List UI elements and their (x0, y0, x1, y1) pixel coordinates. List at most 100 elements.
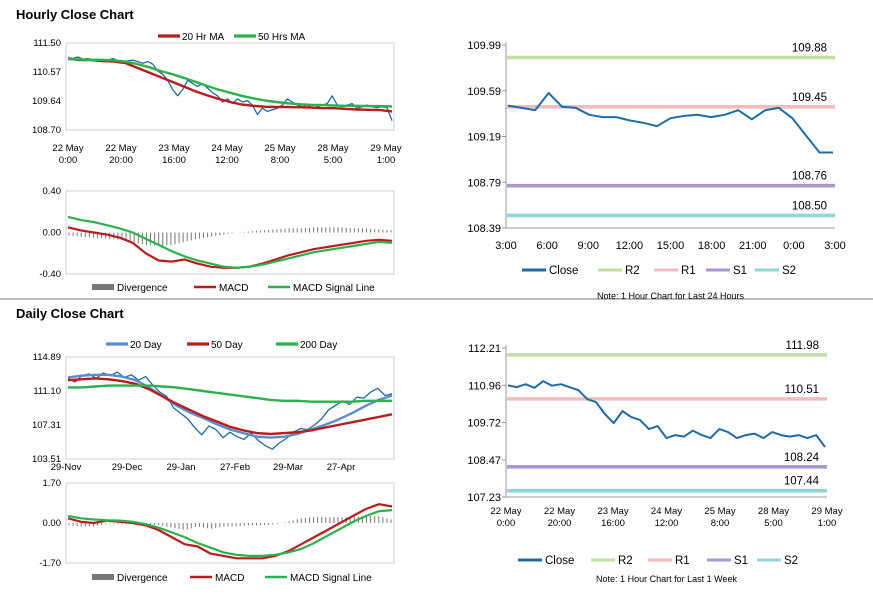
daily-price-x-tick: 29-Jan (166, 462, 195, 473)
daily-levels-x-tick: 28 May 5:00 (758, 506, 789, 529)
hourly-levels-x-tick: 15:00 (657, 240, 685, 252)
hourly-macd-y-tick: 0.00 (43, 228, 62, 239)
daily-price-y-tick: 114.89 (33, 352, 61, 363)
hourly-price-line-close (67, 56, 393, 121)
daily-levels-x-tick: 25 May 8:00 (704, 506, 735, 529)
daily-levels-legend-label: R1 (675, 555, 690, 567)
daily-price-y-tick: 107.31 (32, 420, 61, 431)
daily-levels-legend-label: S2 (784, 555, 798, 567)
hourly-price-x-tick: 28 May 5:00 (317, 143, 348, 166)
daily-price-y-tick: 111.10 (33, 386, 61, 397)
daily-price-line-20-day (67, 373, 393, 439)
hourly-levels-x-tick: 18:00 (698, 240, 726, 252)
hourly-levels-x-tick: 12:00 (616, 240, 644, 252)
daily-levels-y-tick: 109.72 (467, 418, 501, 430)
hourly-price-line-20-hr-ma (67, 57, 393, 113)
daily-levels-level-label-r2: 111.98 (786, 340, 819, 352)
hourly-price-legend-label: 20 Hr MA (182, 32, 225, 43)
daily-macd-legend-label: MACD Signal Line (290, 573, 372, 584)
hourly-price-plot-frame (65, 42, 395, 131)
daily-price-legend-label: 50 Day (211, 340, 243, 351)
daily-levels-level-label-s2: 107.44 (784, 476, 820, 488)
daily-levels-x-tick: 23 May 16:00 (597, 506, 628, 529)
hourly-macd-legend-label: MACD (219, 283, 248, 294)
hourly-levels-x-tick: 21:00 (739, 240, 767, 252)
daily-price-plot-frame (65, 356, 395, 460)
hourly-levels-legend-label: R2 (625, 265, 640, 277)
daily-title: Daily Close Chart (16, 306, 124, 321)
daily-macd-line-macd-signal-line (67, 509, 393, 557)
daily-price-line-close (67, 371, 393, 450)
daily-levels-x-tick: 24 May 12:00 (651, 506, 682, 529)
daily-levels-legend-label: R2 (618, 555, 633, 567)
hourly-macd-line-macd-signal-line (67, 215, 393, 269)
daily-levels-legend-label: Close (545, 555, 574, 567)
daily-price-line-200-day (68, 384, 392, 403)
hourly-price-y-tick: 110.57 (33, 67, 61, 78)
daily-levels-close-line (507, 380, 826, 448)
hourly-macd-y-tick: 0.40 (43, 186, 62, 197)
hourly-levels-note: Note: 1 Hour Chart for Last 24 Hours (597, 291, 745, 301)
hourly-levels-level-label-s1: 108.76 (792, 171, 827, 183)
hourly-levels-x-tick: 0:00 (783, 240, 804, 252)
hourly-levels-y-tick: 109.19 (467, 132, 501, 144)
hourly-levels-legend-label: R1 (681, 265, 696, 277)
daily-price-x-tick: 27-Apr (327, 462, 356, 473)
daily-levels-legend-label: S1 (734, 555, 748, 567)
daily-levels-level-label-r1: 110.51 (785, 384, 819, 396)
hourly-price-x-tick: 22 May 20:00 (105, 143, 136, 166)
hourly-macd-plot-frame (65, 190, 395, 275)
hourly-levels-x-tick: 6:00 (536, 240, 557, 252)
daily-levels-note: Note: 1 Hour Chart for Last 1 Week (596, 574, 737, 584)
charts-layer: 111.50 110.57 109.64 108.70 22 May 0:00 22 May… (32, 32, 846, 584)
daily-price-x-tick: 27-Feb (220, 462, 250, 473)
hourly-levels-y-tick: 109.99 (467, 40, 501, 52)
daily-levels-level-label-s1: 108.24 (784, 452, 820, 464)
daily-price-legend-label: 20 Day (130, 340, 162, 351)
daily-price-x-tick: 29-Dec (112, 462, 143, 473)
daily-macd-legend-label: Divergence (117, 573, 168, 584)
daily-macd-legend-label: MACD (215, 573, 244, 584)
daily-levels-y-tick: 110.96 (468, 380, 501, 392)
hourly-levels-level-label-r1: 109.45 (792, 92, 827, 104)
daily-levels-y-tick: 112.21 (468, 343, 501, 355)
daily-levels-x-tick: 29 May 1:00 (811, 506, 842, 529)
daily-levels-x-tick: 22 May 20:00 (544, 506, 575, 529)
hourly-price-x-tick: 29 May 1:00 (370, 143, 401, 166)
daily-macd-y-tick: -1.70 (39, 558, 61, 569)
daily-levels-y-tick: 108.47 (467, 455, 501, 467)
daily-price-y-tick: 103.51 (32, 454, 61, 465)
hourly-title: Hourly Close Chart (16, 7, 134, 22)
daily-macd-line-macd (67, 503, 393, 560)
daily-macd-y-tick: 0.00 (43, 518, 62, 529)
hourly-levels-legend-label: S2 (782, 265, 796, 277)
hourly-levels-level-label-r2: 109.88 (792, 43, 827, 55)
daily-macd-y-tick: 1.70 (43, 478, 62, 489)
hourly-levels-x-tick: 3:00 (824, 240, 845, 252)
hourly-levels-x-tick: 3:00 (495, 240, 516, 252)
hourly-price-y-tick: 111.50 (33, 38, 61, 49)
hourly-levels-y-tick: 109.59 (467, 86, 501, 98)
hourly-price-x-tick: 23 May 16:00 (158, 143, 189, 166)
daily-levels-x-tick: 22 May 0:00 (490, 506, 521, 529)
daily-price-x-tick: 29-Nov (51, 462, 82, 473)
hourly-macd-legend-label: Divergence (117, 283, 168, 294)
daily-levels-y-tick: 107.23 (467, 492, 501, 504)
hourly-levels-close-line (507, 92, 833, 154)
hourly-price-y-tick: 108.70 (32, 125, 61, 136)
hourly-price-x-tick: 22 May 0:00 (52, 143, 83, 166)
hourly-levels-level-label-s2: 108.50 (792, 200, 827, 212)
hourly-levels-y-tick: 108.79 (467, 177, 501, 189)
hourly-macd-legend-label: MACD Signal Line (293, 283, 375, 294)
hourly-levels-legend-label: S1 (733, 265, 747, 277)
hourly-price-line-50-hrs-ma (67, 58, 393, 108)
daily-price-line-50-day (67, 377, 393, 436)
hourly-levels-y-tick: 108.39 (467, 223, 501, 235)
daily-price-legend-label: 200 Day (300, 340, 337, 351)
daily-macd-plot-frame (65, 482, 395, 564)
hourly-price-legend-label: 50 Hrs MA (258, 32, 306, 43)
hourly-levels-legend-label: Close (549, 265, 578, 277)
hourly-macd-y-tick: -0.40 (39, 269, 61, 280)
hourly-price-x-tick: 24 May 12:00 (211, 143, 242, 166)
